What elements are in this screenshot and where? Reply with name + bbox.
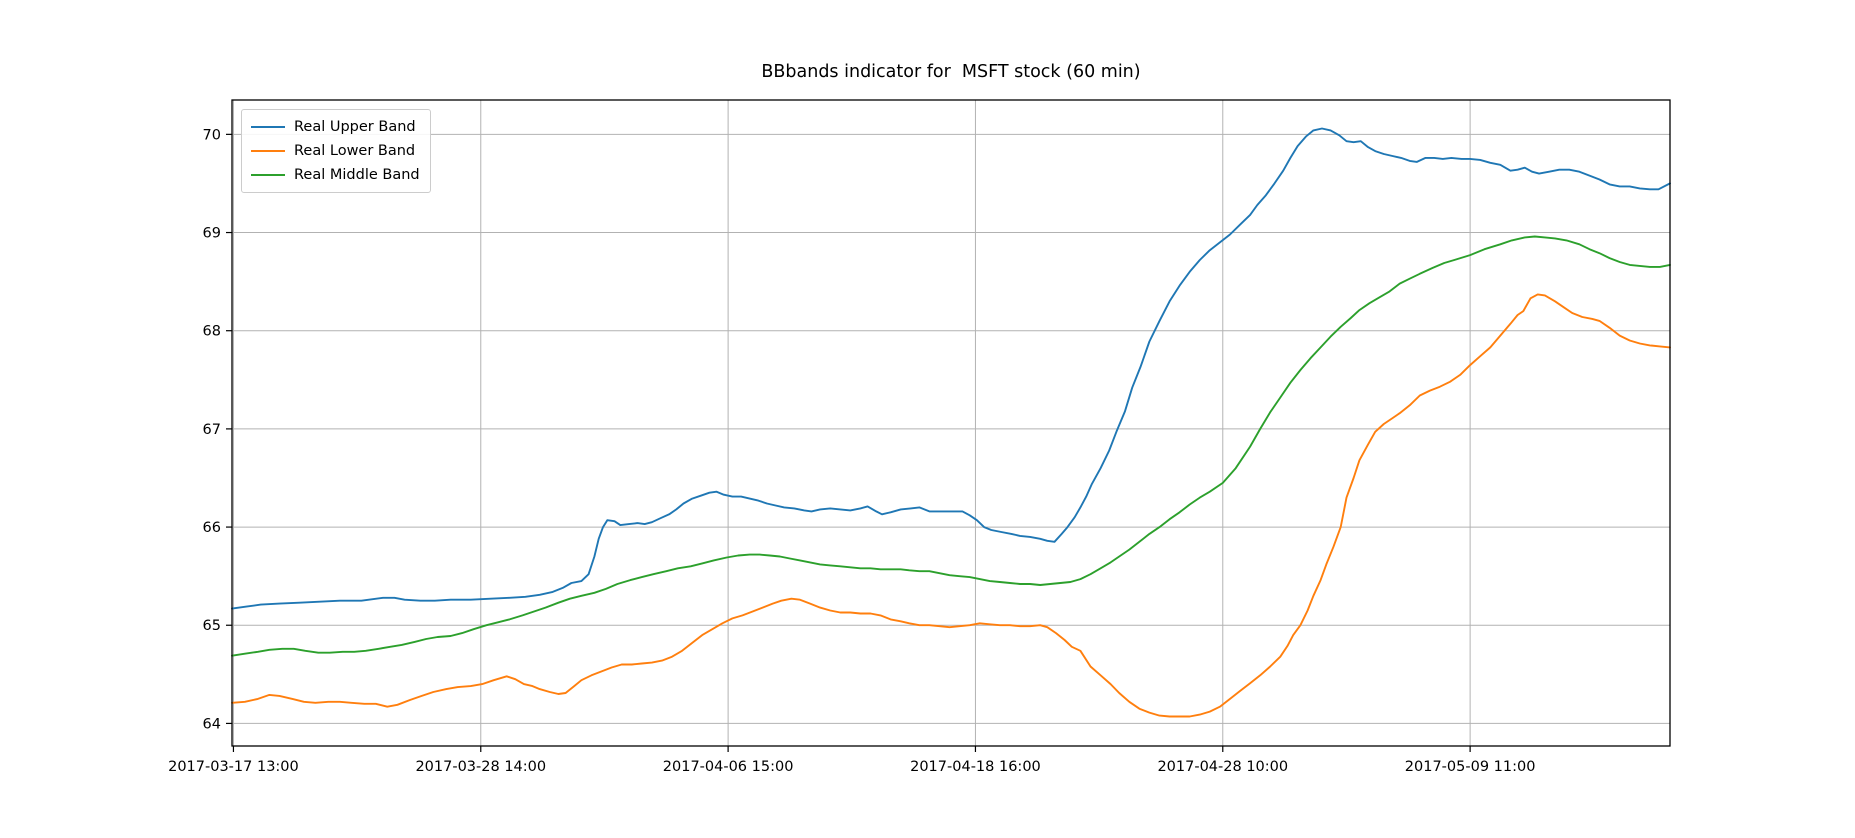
chart-title: BBbands indicator for MSFT stock (60 min…	[761, 62, 1141, 82]
x-tick-label: 2017-04-06 15:00	[663, 759, 794, 775]
y-tick-label: 64	[203, 716, 221, 732]
y-tick-label: 65	[203, 618, 221, 634]
y-tick-label: 67	[203, 422, 221, 438]
legend-label-lower-band: Real Lower Band	[294, 143, 416, 159]
upper-band-line-icon	[251, 126, 285, 128]
legend-entry-upper-band: Real Upper Band	[251, 118, 420, 136]
axes-spines	[231, 99, 1671, 747]
y-tick-label: 66	[203, 520, 221, 536]
x-tick-label: 2017-05-09 11:00	[1405, 759, 1536, 775]
middle-band-line	[231, 235, 1671, 657]
y-tick-label: 70	[203, 127, 221, 143]
x-tick-label: 2017-04-28 10:00	[1157, 759, 1288, 775]
middle-band-line-icon	[251, 174, 285, 176]
legend: Real Upper Band Real Lower Band Real Mid…	[241, 109, 431, 193]
lower-band-line	[231, 293, 1671, 718]
upper-band-line	[231, 127, 1671, 610]
legend-entry-lower-band: Real Lower Band	[251, 142, 420, 160]
legend-label-middle-band: Real Middle Band	[294, 167, 420, 183]
x-tick-label: 2017-03-28 14:00	[415, 759, 546, 775]
x-tick-label: 2017-03-17 13:00	[168, 759, 299, 775]
y-tick-label: 68	[203, 324, 221, 340]
lower-band-line-icon	[251, 150, 285, 152]
y-tick-label: 69	[203, 226, 221, 242]
legend-label-upper-band: Real Upper Band	[294, 119, 416, 135]
legend-entry-middle-band: Real Middle Band	[251, 166, 420, 184]
x-tick-label: 2017-04-18 16:00	[910, 759, 1041, 775]
